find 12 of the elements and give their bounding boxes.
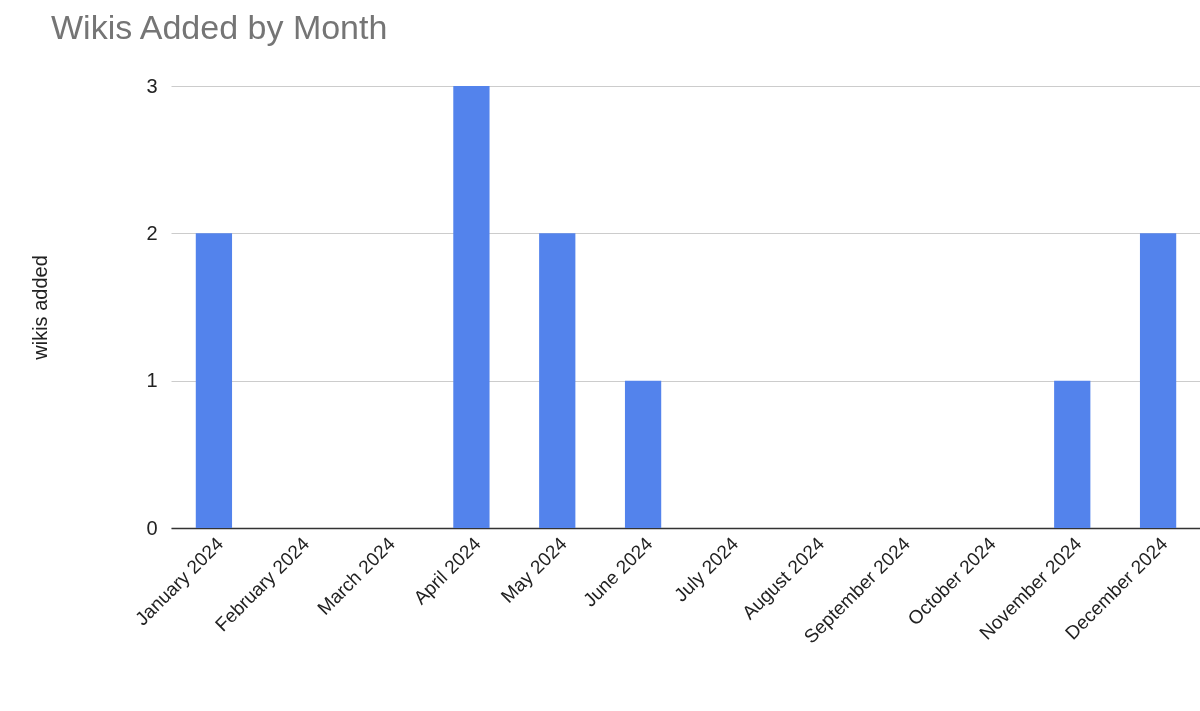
y-tick-label: 1 xyxy=(146,369,158,392)
bar xyxy=(1139,233,1177,528)
y-tick-label: 3 xyxy=(146,74,158,97)
y-axis-title: wikis added xyxy=(29,255,52,361)
bar xyxy=(624,380,662,528)
y-tick-label: 0 xyxy=(146,516,158,539)
chart-title: Wikis Added by Month xyxy=(51,8,388,46)
y-tick-label: 2 xyxy=(146,221,158,244)
bar xyxy=(1054,380,1091,528)
bar xyxy=(539,233,576,528)
bar xyxy=(453,86,490,528)
bar xyxy=(195,233,233,528)
